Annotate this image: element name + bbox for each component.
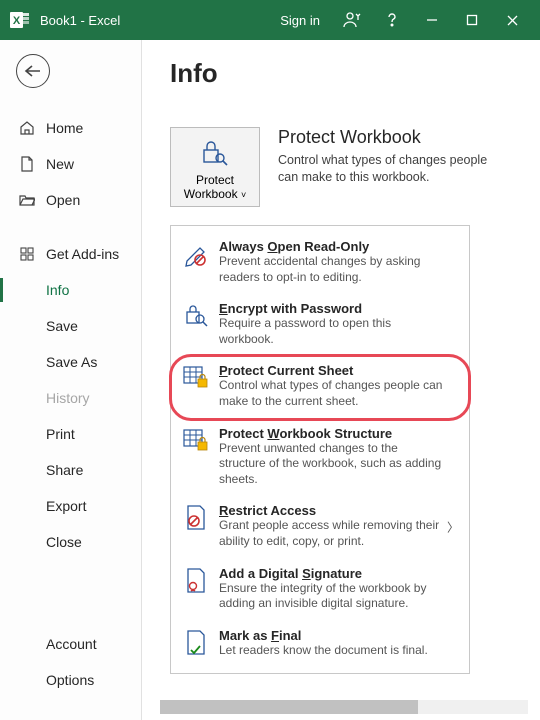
minimize-button[interactable] <box>412 0 452 40</box>
nav-label: Share <box>46 462 83 478</box>
back-button[interactable] <box>16 54 50 88</box>
menu-item-desc: Ensure the integrity of the workbook by … <box>219 581 444 612</box>
new-icon <box>18 156 36 172</box>
protect-structure-icon <box>183 426 209 488</box>
menu-item-title: Mark as Final <box>219 628 457 643</box>
nav-saveas[interactable]: Save As <box>0 344 141 380</box>
content-pane: Info Protect Workbook ˅ Protect Workbook… <box>142 40 540 720</box>
nav-label: Get Add-ins <box>46 246 119 262</box>
nav-label: Options <box>46 672 94 688</box>
menu-item-final[interactable]: Mark as FinalLet readers know the docume… <box>175 621 465 668</box>
protect-heading: Protect Workbook <box>278 127 488 148</box>
nav-label: Account <box>46 636 97 652</box>
open-icon <box>18 193 36 207</box>
nav-close[interactable]: Close <box>0 524 141 560</box>
protect-sheet-icon <box>183 363 209 409</box>
window-title: Book1 - Excel <box>40 13 120 28</box>
maximize-button[interactable] <box>452 0 492 40</box>
nav-share[interactable]: Share <box>0 452 141 488</box>
menu-item-title: Encrypt with Password <box>219 301 457 316</box>
nav-export[interactable]: Export <box>0 488 141 524</box>
menu-item-readonly[interactable]: Always Open Read-OnlyPrevent accidental … <box>175 232 465 294</box>
nav-label: Info <box>46 282 69 298</box>
close-button[interactable] <box>492 0 532 40</box>
readonly-icon <box>183 239 209 285</box>
restrict-icon <box>183 503 209 549</box>
menu-item-desc: Prevent accidental changes by asking rea… <box>219 254 444 285</box>
nav-options[interactable]: Options <box>0 662 142 698</box>
nav-label: Open <box>46 192 80 208</box>
menu-item-title: Protect Workbook Structure <box>219 426 457 441</box>
excel-app-icon: X <box>8 8 32 32</box>
menu-item-title: Always Open Read-Only <box>219 239 457 254</box>
menu-item-protect-structure[interactable]: Protect Workbook StructurePrevent unwant… <box>175 419 465 497</box>
nav-label: Save <box>46 318 78 334</box>
lock-search-icon <box>201 140 229 169</box>
chevron-right-icon: 〉 <box>447 519 459 536</box>
menu-item-desc: Prevent unwanted changes to the structur… <box>219 441 444 488</box>
menu-item-encrypt[interactable]: Encrypt with PasswordRequire a password … <box>175 294 465 356</box>
menu-item-title: Add a Digital Signature <box>219 566 457 581</box>
nav-label: History <box>46 390 90 406</box>
encrypt-icon <box>183 301 209 347</box>
help-icon[interactable] <box>372 0 412 40</box>
menu-item-signature[interactable]: Add a Digital SignatureEnsure the integr… <box>175 559 465 621</box>
nav-history: History <box>0 380 141 416</box>
nav-info[interactable]: Info <box>0 272 141 308</box>
protect-workbook-menu: Always Open Read-OnlyPrevent accidental … <box>170 225 470 674</box>
nav-new[interactable]: New <box>0 146 141 182</box>
menu-item-desc: Grant people access while removing their… <box>219 518 444 549</box>
titlebar: X Book1 - Excel Sign in <box>0 0 540 40</box>
nav-account[interactable]: Account <box>0 626 142 662</box>
backstage-sidebar: Home New Open Get Add-ins Info Save Save… <box>0 40 142 720</box>
page-title: Info <box>170 58 526 89</box>
signature-icon <box>183 566 209 612</box>
menu-item-desc: Require a password to open this workbook… <box>219 316 444 347</box>
nav-label: Close <box>46 534 82 550</box>
nav-save[interactable]: Save <box>0 308 141 344</box>
svg-text:X: X <box>13 15 21 27</box>
nav-open[interactable]: Open <box>0 182 141 218</box>
nav-home[interactable]: Home <box>0 110 141 146</box>
nav-label: Export <box>46 498 86 514</box>
protect-description: Control what types of changes people can… <box>278 152 488 186</box>
menu-item-desc: Control what types of changes people can… <box>219 378 444 409</box>
horizontal-scrollbar[interactable] <box>160 700 528 714</box>
nav-addins[interactable]: Get Add-ins <box>0 236 141 272</box>
final-icon <box>183 628 209 659</box>
menu-item-title: Protect Current Sheet <box>219 363 457 378</box>
account-manager-icon[interactable] <box>332 0 372 40</box>
nav-label: Home <box>46 120 83 136</box>
home-icon <box>18 120 36 136</box>
nav-print[interactable]: Print <box>0 416 141 452</box>
signin-link[interactable]: Sign in <box>280 13 320 28</box>
nav-label: Print <box>46 426 75 442</box>
nav-label: New <box>46 156 74 172</box>
protect-workbook-button[interactable]: Protect Workbook ˅ <box>170 127 260 207</box>
menu-item-restrict[interactable]: Restrict AccessGrant people access while… <box>175 496 465 558</box>
menu-item-desc: Let readers know the document is final. <box>219 643 444 659</box>
menu-item-protect-sheet[interactable]: Protect Current SheetControl what types … <box>175 356 465 418</box>
nav-label: Save As <box>46 354 97 370</box>
menu-item-title: Restrict Access <box>219 503 457 518</box>
addins-icon <box>18 247 36 261</box>
protect-section-text: Protect Workbook Control what types of c… <box>278 127 488 207</box>
